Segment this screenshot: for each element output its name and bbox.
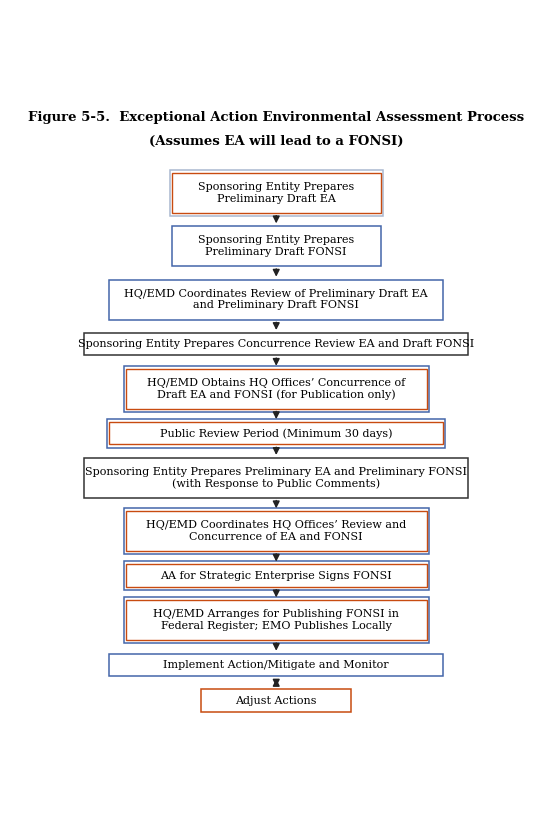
FancyBboxPatch shape bbox=[124, 508, 429, 554]
Text: Figure 5-5.  Exceptional Action Environmental Assessment Process: Figure 5-5. Exceptional Action Environme… bbox=[28, 112, 524, 125]
FancyBboxPatch shape bbox=[124, 597, 429, 643]
FancyBboxPatch shape bbox=[126, 369, 427, 409]
Text: HQ/EMD Coordinates Review of Preliminary Draft EA
and Preliminary Draft FONSI: HQ/EMD Coordinates Review of Preliminary… bbox=[125, 289, 428, 310]
FancyBboxPatch shape bbox=[170, 170, 383, 216]
FancyBboxPatch shape bbox=[84, 457, 468, 498]
FancyBboxPatch shape bbox=[109, 279, 444, 320]
FancyBboxPatch shape bbox=[124, 365, 429, 412]
FancyBboxPatch shape bbox=[126, 511, 427, 551]
Text: (Assumes EA will lead to a FONSI): (Assumes EA will lead to a FONSI) bbox=[149, 135, 404, 148]
Text: HQ/EMD Coordinates HQ Offices’ Review and
Concurrence of EA and FONSI: HQ/EMD Coordinates HQ Offices’ Review an… bbox=[146, 520, 406, 542]
Text: Implement Action/Mitigate and Monitor: Implement Action/Mitigate and Monitor bbox=[163, 660, 389, 670]
FancyBboxPatch shape bbox=[124, 562, 429, 590]
Text: Sponsoring Entity Prepares Concurrence Review EA and Draft FONSI: Sponsoring Entity Prepares Concurrence R… bbox=[78, 339, 474, 349]
FancyBboxPatch shape bbox=[126, 600, 427, 641]
FancyBboxPatch shape bbox=[109, 654, 444, 676]
FancyBboxPatch shape bbox=[126, 564, 427, 587]
Text: Sponsoring Entity Prepares Preliminary EA and Preliminary FONSI
(with Response t: Sponsoring Entity Prepares Preliminary E… bbox=[85, 466, 467, 489]
FancyBboxPatch shape bbox=[201, 689, 351, 712]
Text: HQ/EMD Arranges for Publishing FONSI in
Federal Register; EMO Publishes Locally: HQ/EMD Arranges for Publishing FONSI in … bbox=[153, 610, 399, 631]
FancyBboxPatch shape bbox=[172, 226, 381, 266]
Text: AA for Strategic Enterprise Signs FONSI: AA for Strategic Enterprise Signs FONSI bbox=[161, 571, 392, 580]
Text: Public Review Period (Minimum 30 days): Public Review Period (Minimum 30 days) bbox=[160, 428, 392, 439]
FancyBboxPatch shape bbox=[107, 419, 445, 448]
Text: Adjust Actions: Adjust Actions bbox=[236, 696, 317, 706]
FancyBboxPatch shape bbox=[84, 333, 468, 356]
Text: HQ/EMD Obtains HQ Offices’ Concurrence of
Draft EA and FONSI (for Publication on: HQ/EMD Obtains HQ Offices’ Concurrence o… bbox=[147, 378, 405, 400]
FancyBboxPatch shape bbox=[172, 173, 381, 213]
Text: Sponsoring Entity Prepares
Preliminary Draft FONSI: Sponsoring Entity Prepares Preliminary D… bbox=[198, 235, 354, 257]
Text: Sponsoring Entity Prepares
Preliminary Draft EA: Sponsoring Entity Prepares Preliminary D… bbox=[198, 182, 354, 204]
FancyBboxPatch shape bbox=[109, 422, 444, 444]
